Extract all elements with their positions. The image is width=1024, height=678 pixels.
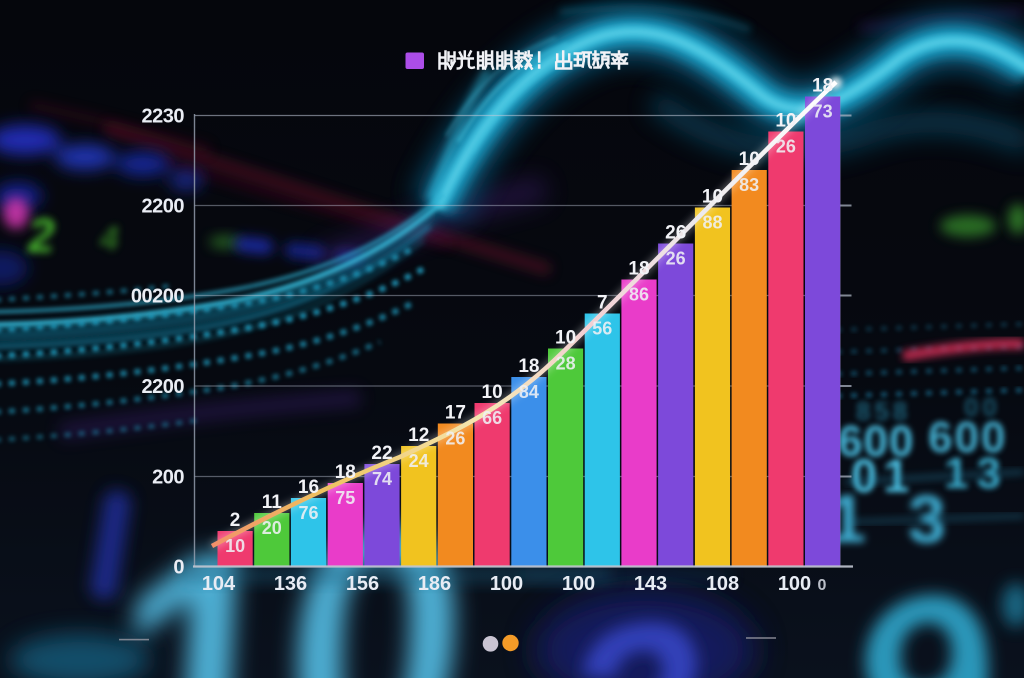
svg-text:10: 10 (775, 111, 796, 132)
svg-text:12: 12 (408, 425, 429, 446)
svg-text:56: 56 (592, 319, 612, 339)
svg-text:100: 100 (562, 573, 595, 595)
svg-text:01: 01 (851, 449, 915, 502)
svg-text:73: 73 (813, 102, 833, 122)
svg-text:858: 858 (856, 396, 911, 426)
svg-text:7: 7 (597, 293, 608, 314)
svg-text:600: 600 (838, 417, 914, 466)
svg-text:66: 66 (482, 408, 502, 428)
svg-text:10: 10 (702, 187, 723, 208)
svg-text:10: 10 (482, 382, 503, 403)
svg-text:26: 26 (665, 223, 686, 244)
svg-text:4: 4 (99, 220, 119, 258)
svg-text:10: 10 (225, 536, 245, 556)
svg-text:0: 0 (818, 577, 827, 594)
svg-text:26: 26 (776, 137, 796, 157)
svg-text:74: 74 (372, 469, 392, 489)
svg-text:143: 143 (634, 573, 667, 595)
svg-text:17: 17 (445, 403, 466, 424)
svg-text:16: 16 (298, 477, 319, 498)
svg-text:18: 18 (518, 356, 539, 377)
svg-text:83: 83 (739, 175, 759, 195)
svg-text:156: 156 (346, 573, 379, 595)
svg-text:108: 108 (706, 573, 739, 595)
svg-text:84: 84 (519, 382, 539, 402)
svg-text:18: 18 (812, 76, 833, 97)
svg-text:86: 86 (629, 285, 649, 305)
svg-text:2230: 2230 (142, 106, 185, 128)
svg-text:20: 20 (262, 518, 282, 538)
svg-text:00: 00 (964, 392, 1001, 422)
svg-text:104: 104 (202, 573, 236, 595)
svg-text:136: 136 (274, 573, 307, 595)
svg-text:186: 186 (418, 573, 451, 595)
svg-text:2: 2 (230, 510, 241, 531)
svg-text:18: 18 (335, 462, 356, 483)
svg-text:10: 10 (555, 328, 576, 349)
svg-text:600: 600 (928, 413, 1007, 462)
svg-text:100: 100 (490, 573, 523, 595)
svg-text:10: 10 (739, 149, 760, 170)
svg-text:76: 76 (298, 503, 318, 523)
svg-text:200: 200 (152, 467, 184, 489)
svg-text:26: 26 (445, 429, 465, 449)
svg-text:11: 11 (262, 492, 283, 513)
svg-text:2200: 2200 (142, 196, 185, 218)
svg-text:2200: 2200 (142, 376, 185, 398)
svg-text:26: 26 (666, 249, 686, 269)
svg-text:24: 24 (409, 451, 429, 471)
svg-text:100: 100 (778, 573, 811, 595)
svg-text:22: 22 (371, 443, 392, 464)
svg-text:28: 28 (556, 354, 576, 374)
svg-text:00200: 00200 (131, 286, 184, 308)
svg-text:75: 75 (335, 488, 355, 508)
svg-text:88: 88 (702, 213, 722, 233)
svg-text:18: 18 (628, 259, 649, 280)
svg-text:2: 2 (27, 210, 55, 263)
svg-text:0: 0 (173, 557, 184, 579)
